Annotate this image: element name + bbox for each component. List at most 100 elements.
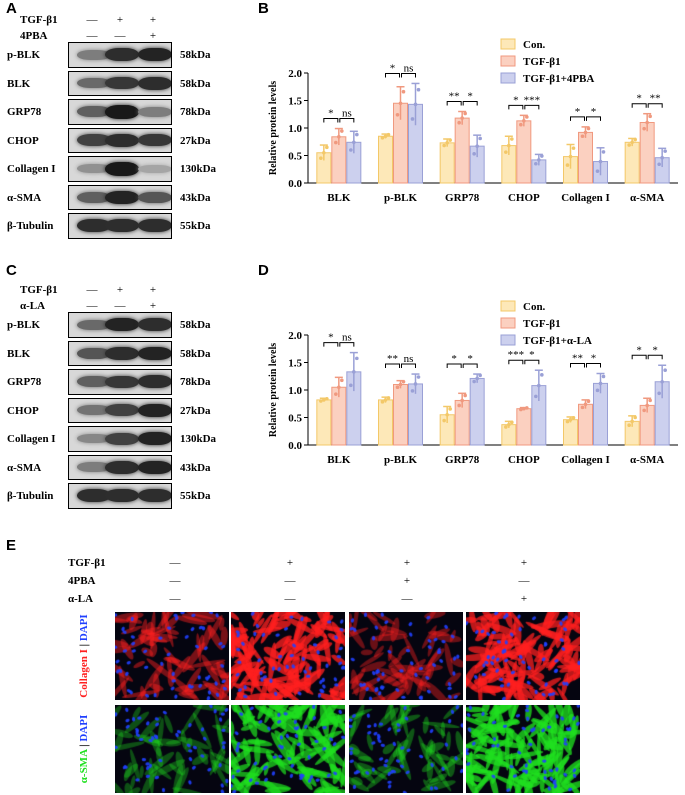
significance-label: *** <box>508 349 525 361</box>
significance-bracket <box>631 103 647 108</box>
data-point <box>319 399 323 403</box>
bar-Con. <box>316 399 332 446</box>
protein-band <box>138 403 171 417</box>
treatment-sign: — <box>284 593 296 605</box>
data-point <box>386 132 391 137</box>
protein-band <box>105 404 139 417</box>
treatment-sign: — <box>401 593 413 605</box>
channel-label-dapi: DAPI <box>78 714 90 742</box>
legend-swatch <box>500 38 516 50</box>
y-tick-label: 0.0 <box>288 178 302 190</box>
y-tick-label: 1.5 <box>288 96 302 108</box>
significance-bracket <box>323 342 339 347</box>
blot-strip <box>68 127 172 153</box>
blot-row-label: GRP78 <box>7 106 42 118</box>
data-point <box>475 376 479 381</box>
data-point <box>472 152 476 156</box>
data-point <box>660 379 664 384</box>
significance-bracket <box>385 363 400 369</box>
data-point <box>571 415 576 420</box>
molecular-weight-label: 27kDa <box>180 134 211 147</box>
molecular-weight-label: 55kDa <box>180 490 211 502</box>
y-axis-title: Relative protein levels <box>268 81 279 175</box>
data-point <box>319 156 323 160</box>
microscopy-canvas <box>466 612 580 700</box>
x-category-label: Collagen I <box>561 192 610 204</box>
bar-TGF-β1 <box>639 122 655 184</box>
x-category-label: p-BLK <box>384 192 417 204</box>
data-point <box>537 158 541 162</box>
treatment-sign: — <box>284 575 296 587</box>
data-point <box>349 148 353 152</box>
data-point <box>657 162 661 167</box>
treatment-sign: + <box>149 284 157 296</box>
data-point <box>510 137 514 141</box>
x-category-label: α-SMA <box>630 192 664 204</box>
protein-band <box>105 375 139 388</box>
data-point <box>534 161 538 166</box>
legend-label: TGF-β1+4PBA <box>523 73 594 85</box>
data-point <box>565 163 570 167</box>
y-tick-label: 2.0 <box>288 330 302 342</box>
blot-row-label: CHOP <box>7 404 39 417</box>
data-point <box>598 381 603 386</box>
blot-row-label: β-Tubulin <box>7 490 54 502</box>
bar-Con. <box>439 142 455 184</box>
significance-label: * <box>467 91 473 103</box>
protein-band <box>138 219 171 233</box>
data-point <box>663 149 667 153</box>
significance-label: ** <box>449 91 460 103</box>
blot-row-label: α-SMA <box>7 461 42 474</box>
data-point <box>463 111 467 116</box>
significance-label: ** <box>387 353 398 365</box>
blot-row-label: Collagen I <box>7 163 56 175</box>
treatment-sign: + <box>116 14 124 26</box>
data-point <box>648 398 652 403</box>
data-point <box>568 154 573 159</box>
bar-TGF-β1+α-LA <box>469 377 485 446</box>
treatment-sign: — <box>86 30 98 42</box>
data-point <box>337 385 341 390</box>
x-category-label: Collagen I <box>561 454 610 466</box>
data-point <box>586 126 591 131</box>
data-point <box>540 373 544 377</box>
bar-TGF-β1 <box>393 384 408 446</box>
significance-bracket <box>647 354 663 360</box>
data-point <box>410 389 415 393</box>
data-point <box>507 143 511 148</box>
data-point <box>522 406 526 411</box>
data-point <box>478 373 482 378</box>
microscopy-canvas <box>115 612 229 700</box>
data-point <box>401 380 406 384</box>
treatment-sign: + <box>149 14 157 26</box>
protein-band <box>105 489 139 503</box>
treatment-sign: — <box>518 575 530 587</box>
panel-label-e: E <box>6 537 17 554</box>
data-point <box>463 393 467 398</box>
protein-band <box>138 375 171 389</box>
data-point <box>383 134 388 139</box>
significance-label: *** <box>524 94 541 106</box>
treatment-label: α-LA <box>20 300 46 312</box>
protein-band <box>77 134 111 147</box>
blot-strip <box>68 42 172 68</box>
data-point <box>630 140 634 145</box>
significance-label: ** <box>572 353 583 365</box>
microscopy-image <box>115 612 229 700</box>
legend-label: Con. <box>523 301 546 313</box>
x-category-label: CHOP <box>508 192 540 204</box>
y-tick-label: 1.5 <box>288 358 302 370</box>
protein-band <box>105 133 139 147</box>
data-point <box>633 137 637 142</box>
y-tick-label: 0.0 <box>288 440 302 452</box>
significance-bracket <box>647 103 663 108</box>
significance-bracket <box>570 116 585 121</box>
legend-label: TGF-β1+α-LA <box>523 335 592 347</box>
blot-row-label: BLK <box>7 77 31 90</box>
microscopy-image <box>466 705 580 793</box>
panel-label-b: B <box>258 0 269 17</box>
protein-band <box>105 346 139 360</box>
significance-label: * <box>591 106 597 118</box>
protein-band <box>105 161 139 176</box>
legend-swatch <box>500 72 516 84</box>
